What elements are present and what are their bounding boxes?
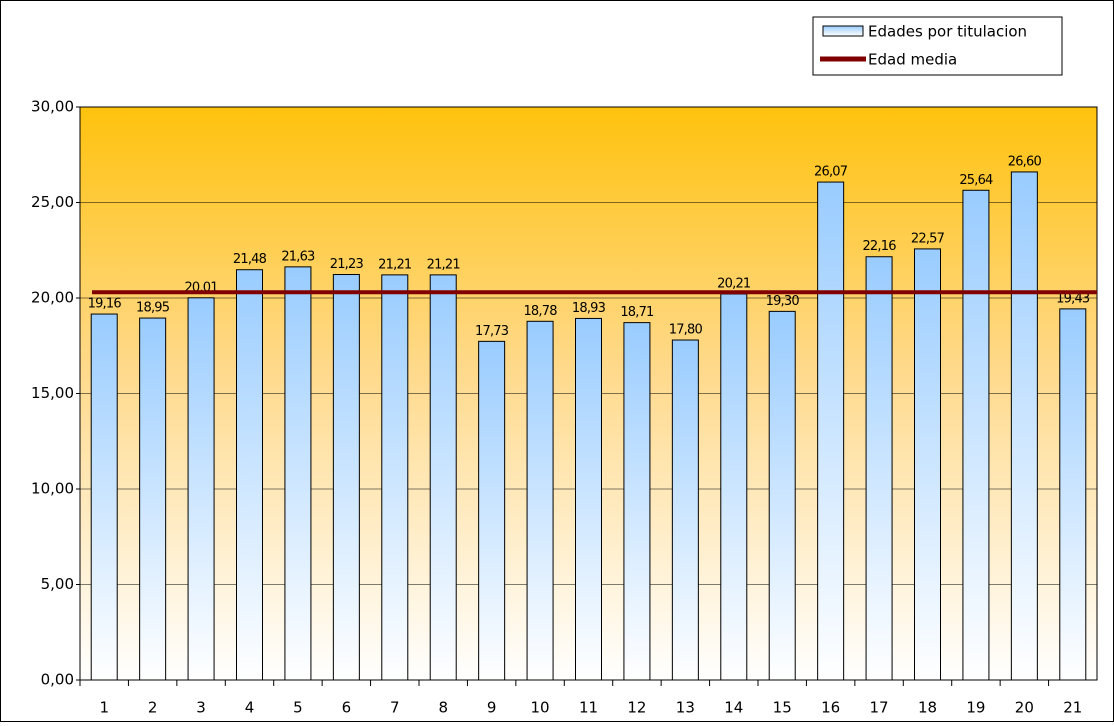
x-tick-label: 11	[579, 699, 598, 717]
bar	[1010, 171, 1038, 681]
y-tick-label: 15,00	[31, 384, 74, 402]
y-tick-label: 20,00	[31, 289, 74, 307]
x-tick-label: 14	[724, 699, 743, 717]
bar	[284, 266, 312, 681]
data-label: 22,57	[911, 231, 945, 246]
data-label: 20,21	[717, 276, 751, 291]
data-label: 18,78	[523, 304, 557, 319]
x-tick-label: 16	[821, 699, 840, 717]
data-label: 26,07	[814, 165, 848, 180]
bar	[623, 322, 651, 681]
data-label: 21,21	[378, 257, 412, 272]
data-label: 19,30	[766, 294, 800, 309]
y-tick-label: 25,00	[31, 193, 74, 211]
data-label: 18,71	[620, 305, 654, 320]
bar	[671, 339, 699, 681]
data-label: 21,48	[233, 252, 267, 267]
y-tick-label: 0,00	[41, 671, 74, 689]
bar	[1059, 308, 1087, 681]
x-tick-label: 15	[773, 699, 792, 717]
x-tick-label: 13	[676, 699, 695, 717]
bar	[865, 256, 893, 681]
y-tick-label: 10,00	[31, 480, 74, 498]
data-label: 25,64	[959, 173, 993, 188]
x-tick-label: 9	[487, 699, 497, 717]
data-label: 21,21	[427, 257, 461, 272]
bar	[429, 274, 457, 681]
bar	[768, 310, 796, 681]
data-label: 18,93	[572, 301, 606, 316]
x-tick-label: 4	[245, 699, 255, 717]
x-tick-label: 20	[1015, 699, 1034, 717]
y-tick-label: 5,00	[41, 575, 74, 593]
x-tick-label: 8	[438, 699, 448, 717]
bar	[962, 189, 990, 681]
data-label: 19,43	[1056, 291, 1090, 306]
bar	[236, 269, 263, 681]
x-tick-label: 7	[390, 699, 400, 717]
data-label: 17,73	[475, 324, 509, 339]
data-label: 26,60	[1008, 154, 1042, 169]
y-tick-label: 30,00	[31, 98, 74, 116]
bar	[187, 297, 215, 681]
bar	[90, 313, 118, 681]
x-tick-label: 19	[966, 699, 985, 717]
legend-label: Edades por titulacion	[868, 23, 1027, 41]
bar	[817, 181, 845, 681]
data-label: 19,16	[88, 297, 122, 312]
bar	[526, 320, 554, 681]
x-tick-label: 21	[1063, 699, 1082, 717]
data-label: 21,23	[330, 257, 364, 272]
legend-label: Edad media	[868, 51, 957, 69]
x-tick-label: 10	[531, 699, 550, 717]
bar	[478, 340, 506, 681]
data-label: 18,95	[136, 301, 170, 316]
x-tick-label: 1	[99, 699, 109, 717]
x-tick-label: 3	[196, 699, 206, 717]
bar	[720, 293, 748, 681]
data-label: 22,16	[862, 239, 896, 254]
x-tick-label: 12	[627, 699, 646, 717]
legend-swatch	[822, 25, 864, 37]
x-tick-label: 17	[870, 699, 889, 717]
x-tick-label: 6	[342, 699, 352, 717]
bar	[139, 317, 167, 681]
data-label: 21,63	[281, 249, 315, 264]
data-label: 17,80	[669, 323, 703, 338]
bar	[914, 248, 941, 681]
x-tick-label: 5	[293, 699, 303, 717]
x-tick-label: 18	[918, 699, 937, 717]
bar	[381, 274, 409, 681]
bar	[575, 317, 602, 681]
x-tick-label: 2	[148, 699, 158, 717]
bar	[332, 274, 360, 681]
legend: Edades por titulacion Edad media	[812, 16, 1063, 76]
